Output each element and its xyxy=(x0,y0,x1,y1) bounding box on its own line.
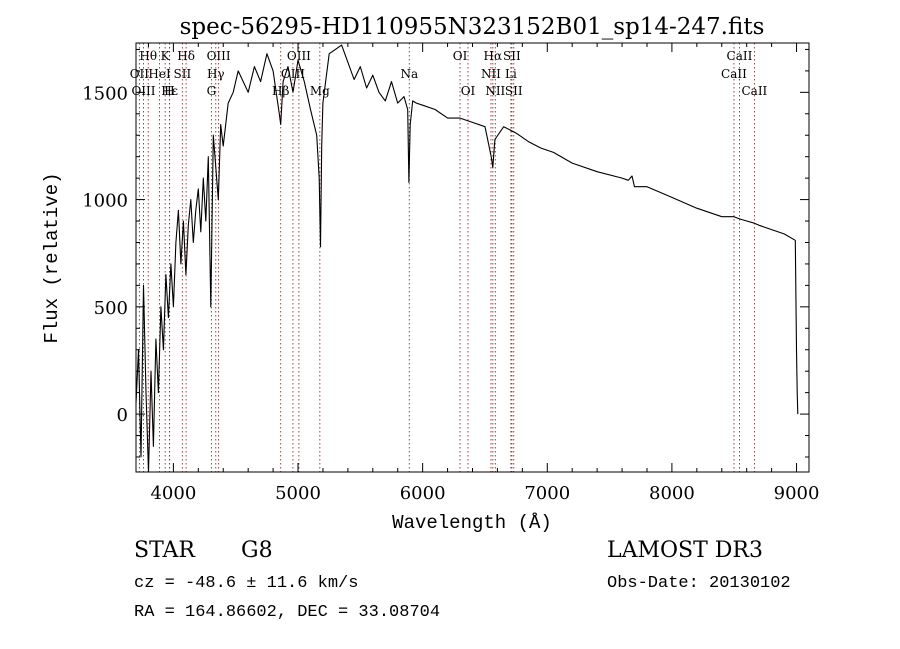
y-tick-label-3: 1500 xyxy=(82,83,128,104)
marker-label-22: Li xyxy=(505,67,517,81)
marker-label-12: OIII xyxy=(287,49,311,63)
x-axis-label: Wavelength (Å) xyxy=(392,512,552,534)
observation-date: Obs-Date: 20130102 xyxy=(607,574,791,593)
axis-ticks: 4000 5000 6000 7000 8000 9000 0 500 1000 1500 xyxy=(82,43,819,504)
marker-label-17: OI xyxy=(453,49,468,63)
redshift-velocity: cz = -48.6 ± 11.6 km/s xyxy=(134,574,359,593)
marker-label-18: OI xyxy=(461,84,476,98)
marker-label-5: Hε xyxy=(161,84,178,98)
marker-label-8: Hδ xyxy=(177,49,195,63)
marker-label-7: H xyxy=(164,84,174,98)
marker-label-1: OII xyxy=(130,67,150,81)
marker-label-11: G xyxy=(207,84,217,98)
x-tick-label-5: 9000 xyxy=(774,483,820,504)
x-tick-label-2: 6000 xyxy=(400,483,446,504)
line-marker-group xyxy=(138,43,755,472)
marker-label-9: OIII xyxy=(207,49,231,63)
marker-label-27: CaII xyxy=(741,84,767,98)
marker-label-19: Hα xyxy=(484,49,503,63)
marker-label-21: NII xyxy=(481,67,501,81)
x-tick-label-1: 5000 xyxy=(275,483,321,504)
marker-label-0: Hθ xyxy=(139,49,157,63)
y-axis-label: Flux (relative) xyxy=(41,172,63,343)
marker-label-4: HeI xyxy=(148,67,171,81)
chart-title: spec-56295-HD110955N323152B01_sp14-247.f… xyxy=(180,14,765,40)
coordinates: RA = 164.86602, DEC = 33.08704 xyxy=(134,603,441,622)
x-tick-label-0: 4000 xyxy=(150,483,196,504)
y-tick-label-2: 1000 xyxy=(82,191,128,212)
marker-label-23: NII xyxy=(485,84,505,98)
survey-label: LAMOST DR3 xyxy=(607,538,763,563)
plot-frame xyxy=(135,42,810,473)
x-tick-label-4: 8000 xyxy=(649,483,695,504)
marker-label-15: Mg xyxy=(310,84,330,98)
marker-label-24: SII xyxy=(505,84,523,98)
subclass-label: G8 xyxy=(241,538,273,563)
object-type-label: STAR xyxy=(134,538,195,563)
marker-label-10: Hγ xyxy=(207,67,225,81)
y-tick-label-0: 0 xyxy=(117,405,128,426)
marker-label-25: CaII xyxy=(727,49,753,63)
marker-label-26: CaII xyxy=(721,67,747,81)
marker-label-14: Hβ xyxy=(272,84,289,98)
spectrum-line xyxy=(135,44,799,473)
marker-label-16: Na xyxy=(400,67,418,81)
marker-label-20: SII xyxy=(503,49,521,63)
marker-label-6: SII xyxy=(174,67,192,81)
y-tick-label-1: 500 xyxy=(94,298,128,319)
marker-label-2: OIII xyxy=(131,84,155,98)
marker-label-3: K xyxy=(161,49,171,63)
x-tick-label-3: 7000 xyxy=(524,483,570,504)
